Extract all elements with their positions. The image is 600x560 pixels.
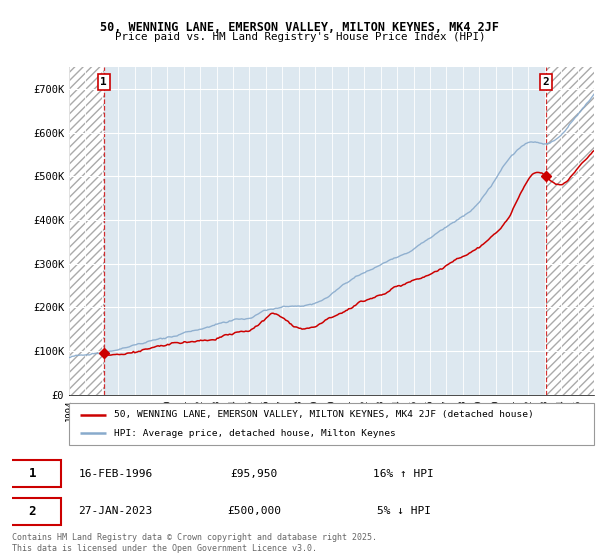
- Text: 2: 2: [542, 77, 550, 87]
- Text: 50, WENNING LANE, EMERSON VALLEY, MILTON KEYNES, MK4 2JF (detached house): 50, WENNING LANE, EMERSON VALLEY, MILTON…: [113, 410, 533, 419]
- Text: HPI: Average price, detached house, Milton Keynes: HPI: Average price, detached house, Milt…: [113, 429, 395, 438]
- Text: 1: 1: [28, 467, 36, 480]
- Bar: [69, 67, 104, 395]
- Text: Price paid vs. HM Land Registry's House Price Index (HPI): Price paid vs. HM Land Registry's House …: [115, 32, 485, 43]
- Text: £500,000: £500,000: [227, 506, 281, 516]
- FancyBboxPatch shape: [4, 460, 61, 487]
- Text: 1: 1: [100, 77, 107, 87]
- Text: 16-FEB-1996: 16-FEB-1996: [79, 469, 153, 479]
- FancyBboxPatch shape: [69, 403, 594, 445]
- Text: 27-JAN-2023: 27-JAN-2023: [79, 506, 153, 516]
- Text: 5% ↓ HPI: 5% ↓ HPI: [377, 506, 431, 516]
- Text: £95,950: £95,950: [230, 469, 278, 479]
- Text: 16% ↑ HPI: 16% ↑ HPI: [373, 469, 434, 479]
- Text: 50, WENNING LANE, EMERSON VALLEY, MILTON KEYNES, MK4 2JF: 50, WENNING LANE, EMERSON VALLEY, MILTON…: [101, 21, 499, 34]
- Bar: [104, 67, 546, 395]
- Text: 2: 2: [28, 505, 36, 518]
- Bar: [546, 67, 594, 395]
- FancyBboxPatch shape: [4, 498, 61, 525]
- Text: Contains HM Land Registry data © Crown copyright and database right 2025.
This d: Contains HM Land Registry data © Crown c…: [12, 533, 377, 553]
